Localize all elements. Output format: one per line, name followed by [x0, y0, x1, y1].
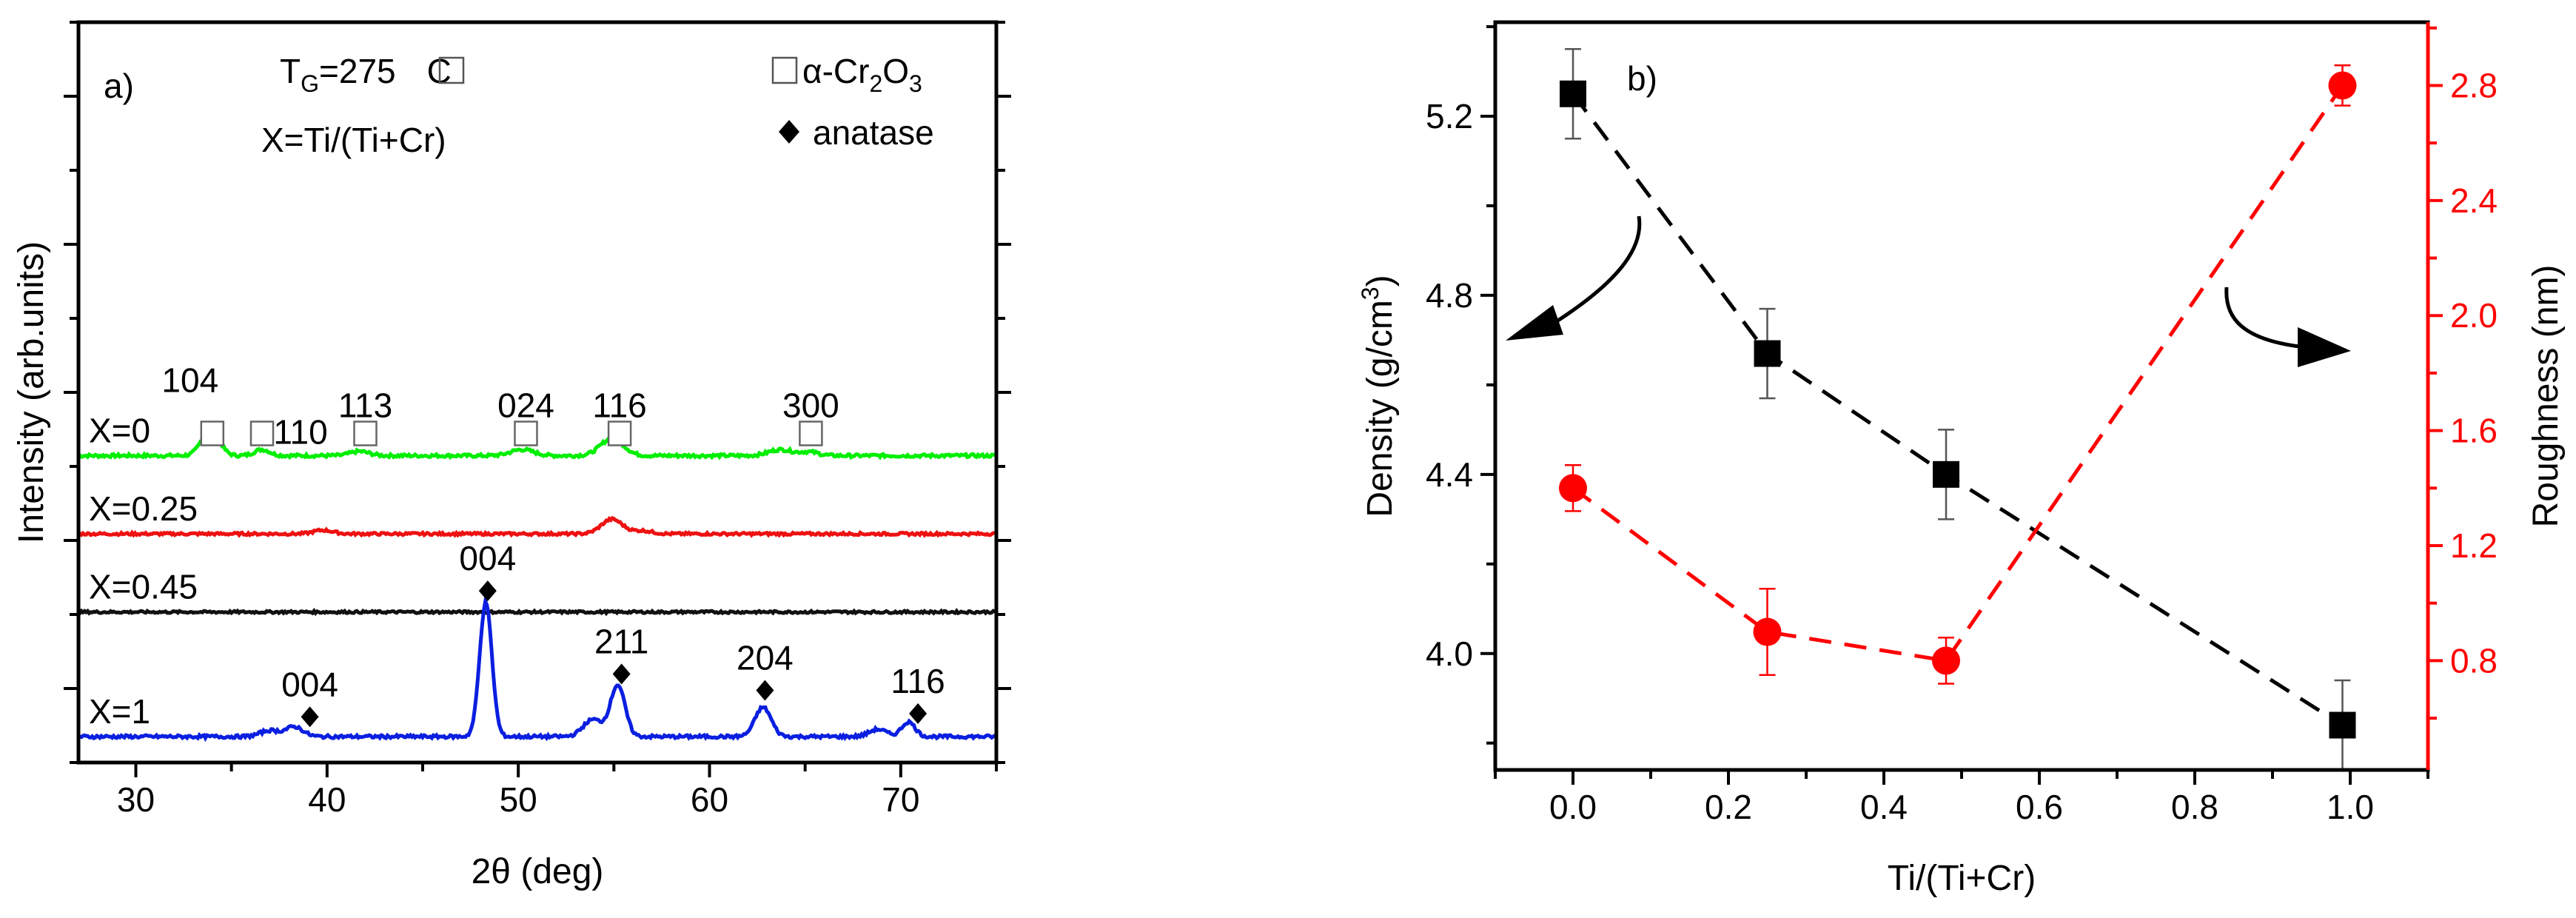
cr2o3-peak-label: 110 [273, 413, 327, 452]
x-tick-label: 0.2 [1705, 788, 1752, 826]
left-y-tick-label: 4.4 [1426, 455, 1473, 494]
roughness-point [1932, 646, 1960, 675]
panel-b-left-y-ticks: 4.0 4.4 4.8 5.2 [1426, 25, 1495, 745]
anatase-peak-label: 004 [459, 539, 516, 577]
panel-b-label: b) [1627, 59, 1657, 98]
legend-cr2o3-marker [771, 56, 798, 84]
axis-pointer-left-arrowhead [1506, 305, 1563, 341]
degree-glyph-box [438, 56, 465, 84]
right-y-tick-label: 0.8 [2450, 641, 2498, 680]
axis-pointer-right-arrowhead [2298, 327, 2351, 367]
left-y-tick-label: 5.2 [1426, 97, 1473, 135]
xrd-series-line [78, 515, 997, 538]
panel-a-x-axis-label: 2θ (deg) [472, 852, 604, 891]
x-tick-label: 0.8 [2171, 788, 2218, 826]
density-point [1933, 460, 1959, 488]
cr2o3-peak-marker [200, 421, 225, 446]
series-label: X=0.45 [89, 568, 198, 606]
panel-a-label: a) [104, 67, 134, 105]
x-definition: X=Ti/(Ti+Cr) [261, 121, 446, 159]
density-point [1560, 80, 1586, 107]
x-tick-label: 30 [117, 780, 155, 819]
xrd-series-line [78, 426, 998, 460]
roughness-point [1559, 474, 1587, 503]
legend-anatase-label: anatase [813, 113, 934, 152]
x-tick-label: 70 [882, 780, 919, 819]
right-y-tick-label: 2.4 [2450, 181, 2498, 220]
series-label: X=1 [89, 692, 150, 731]
panel-b-x-ticks: 0.0 0.2 0.4 0.6 0.8 1.0 [1494, 770, 2429, 826]
x-tick-label: 50 [500, 780, 537, 819]
anatase-peak-marker [612, 663, 631, 685]
x-tick-label: 40 [308, 780, 346, 819]
panel-b-right-y-axis-label: Roughness (nm) [2526, 265, 2566, 528]
axis-pointer-right-arrow [2224, 287, 2300, 349]
legend-anatase-marker [779, 120, 799, 144]
x-tick-label: 0.0 [1549, 788, 1597, 826]
cr2o3-peak-label: 116 [592, 386, 646, 425]
cr2o3-peak-marker [607, 421, 632, 446]
xrd-series-line [78, 607, 996, 617]
roughness-point [1753, 617, 1782, 646]
legend-cr2o3-label: α-Cr2O3 [802, 52, 922, 97]
cr2o3-peak-label: 113 [338, 386, 392, 425]
x-tick-label: 1.0 [2327, 788, 2374, 826]
anatase-peak-label: 211 [594, 622, 648, 660]
x-tick-label: 60 [691, 780, 728, 819]
peak-markers: 104 110 113 024 116 300 004 004 211 204 116 [161, 361, 945, 728]
axis-pointer-left-arrow [1553, 215, 1642, 325]
data-points [1559, 71, 2357, 739]
anatase-peak-label: 204 [737, 639, 794, 677]
cr2o3-peak-label: 024 [497, 386, 554, 425]
trend-line [1572, 84, 2344, 663]
cr2o3-peak-label: 300 [782, 386, 839, 425]
cr2o3-peak-marker [514, 421, 538, 446]
panel-b-left-y-axis-label: Density (g/cm3) [1357, 275, 1400, 517]
panel-a-y-axis-label: Intensity (arb.units) [12, 241, 51, 543]
right-y-tick-label: 2.0 [2450, 296, 2498, 335]
cr2o3-peak-marker [799, 421, 823, 446]
cr2o3-peak-marker [353, 421, 378, 446]
tg-annotation: TG=275 C [280, 52, 452, 97]
x-tick-label: 0.4 [1860, 788, 1908, 826]
panel-a-x-ticks: 30 40 50 60 70 [117, 763, 998, 819]
series-label: X=0.25 [89, 489, 198, 528]
xrd-series-line [78, 594, 998, 743]
right-y-tick-label: 2.8 [2450, 66, 2498, 104]
panel-b-x-axis-label: Ti/(Ti+Cr) [1888, 859, 2036, 898]
panel-b-right-y-ticks: 0.8 1.2 1.6 2.0 2.4 2.8 [2428, 26, 2498, 720]
trend-line [1571, 93, 2344, 727]
panel-a-xrd-chart: X=0 X=0.25 X=0.45 X=1 104 110 113 024 116 300 004… [12, 20, 1011, 891]
roughness-point [2328, 71, 2357, 100]
right-y-tick-label: 1.2 [2450, 526, 2498, 565]
anatase-peak-marker [909, 703, 928, 724]
right-y-tick-label: 1.6 [2450, 412, 2498, 450]
anatase-peak-marker [301, 706, 319, 728]
anatase-peak-marker [478, 580, 497, 602]
panel-b-frame [1493, 20, 2430, 772]
anatase-peak-label: 004 [281, 665, 338, 703]
panel-b-density-roughness-chart: 0.0 0.2 0.4 0.6 0.8 1.0 4.0 4.4 4.8 5.2 0.8 1.2 1.… [1357, 20, 2566, 898]
anatase-peak-marker [756, 680, 774, 701]
cr2o3-peak-marker [249, 421, 275, 446]
density-point [2329, 711, 2356, 739]
xrd-patterns: X=0 X=0.25 X=0.45 X=1 [78, 412, 998, 743]
x-tick-label: 0.6 [2016, 788, 2063, 826]
anatase-peak-label: 116 [890, 662, 945, 700]
panel-a-y-ticks [64, 21, 1011, 764]
cr2o3-peak-label: 104 [161, 361, 218, 400]
trend-lines [1571, 84, 2344, 727]
left-y-tick-label: 4.0 [1426, 634, 1473, 673]
left-y-tick-label: 4.8 [1426, 276, 1473, 315]
series-label: X=0 [89, 412, 150, 450]
density-point [1754, 340, 1781, 367]
